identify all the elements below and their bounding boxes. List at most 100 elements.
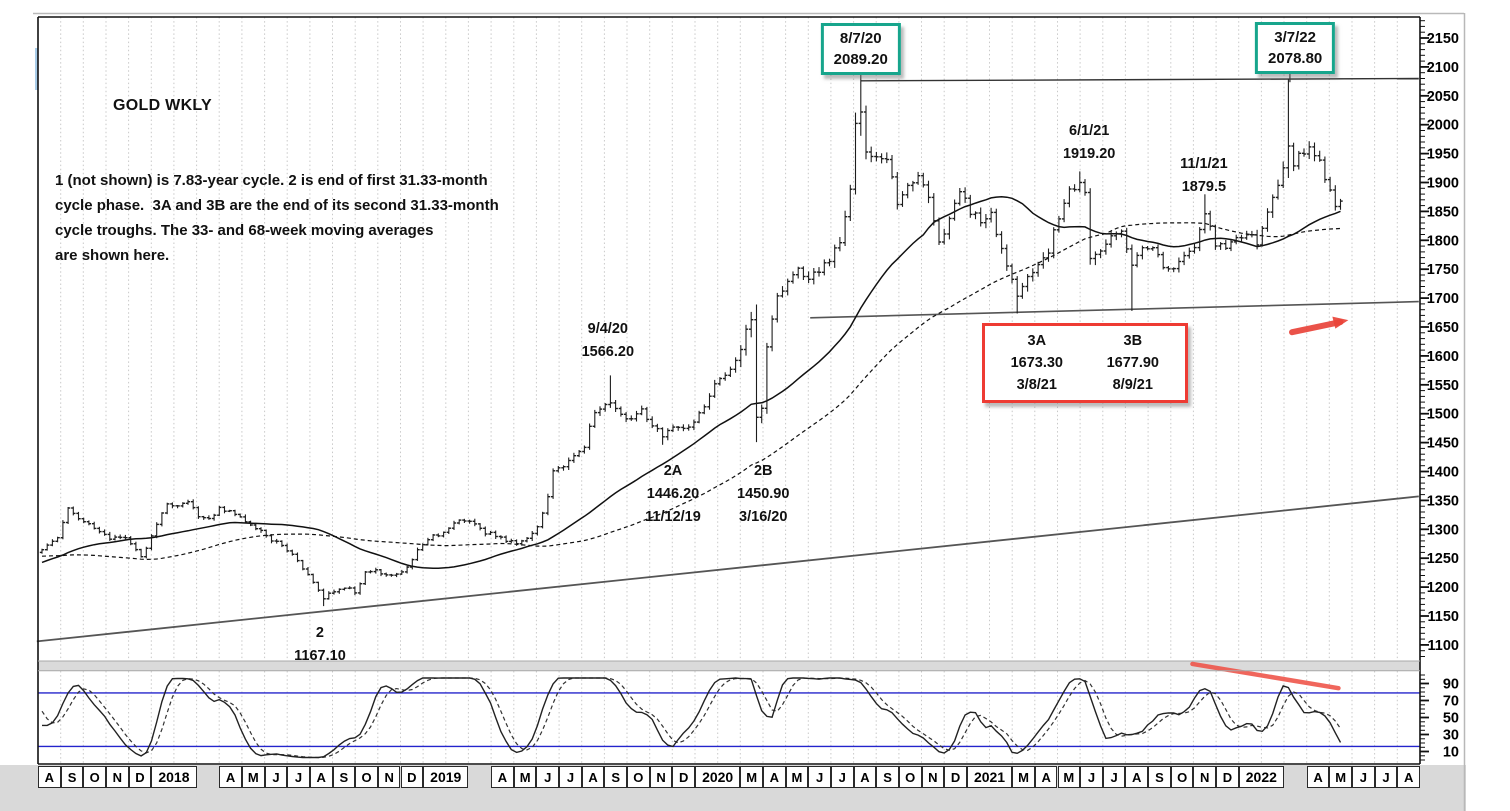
x-axis-month-cell: J xyxy=(808,766,831,788)
svg-text:1250: 1250 xyxy=(1427,551,1459,567)
svg-text:1900: 1900 xyxy=(1427,176,1459,192)
svg-text:1500: 1500 xyxy=(1427,407,1459,423)
x-axis-month-cell: N xyxy=(1193,766,1217,788)
annotation-column: 3A 1673.30 3/8/21 xyxy=(1010,332,1063,393)
stochastic-k-line xyxy=(42,677,1342,759)
svg-text:1350: 1350 xyxy=(1427,493,1459,509)
annotation-label-2a: 2A 1446.20 11/12/19 xyxy=(645,462,701,525)
x-axis-month-cell: O xyxy=(83,766,106,788)
price-axis: 2150 2100 2050 2000 1950 1900 1850 1800 1750 1700… xyxy=(1420,20,1459,657)
x-axis-month-cell: N xyxy=(921,766,945,788)
svg-text:1200: 1200 xyxy=(1427,580,1459,596)
x-axis-month-cell: D xyxy=(1216,766,1239,788)
x-axis-year-cell: 2022 xyxy=(1238,766,1284,788)
x-axis-year-cell: 2021 xyxy=(966,766,1013,788)
svg-text:10: 10 xyxy=(1443,745,1459,761)
ma-33-week-line xyxy=(41,195,1341,569)
x-axis-month-cell: O xyxy=(1170,766,1194,788)
annotation-cycle-3-box: 3A 1673.30 3/8/21 3B 1677.90 8/9/21 xyxy=(981,322,1188,403)
x-axis-month-cell: J xyxy=(264,766,288,788)
month-gridlines xyxy=(60,17,1398,764)
svg-text:30: 30 xyxy=(1443,728,1459,744)
x-axis-month-cell: A xyxy=(219,766,242,788)
x-axis-month-cell: A xyxy=(763,766,786,788)
x-axis-month-cell: A xyxy=(1306,766,1330,788)
double-top-resistance-line xyxy=(860,77,1419,82)
x-axis-month-cell: J xyxy=(830,766,854,788)
x-axis-month-cell: D xyxy=(128,766,152,788)
annotation-high-2020: 8/7/20 2089.20 xyxy=(820,23,901,76)
x-axis-month-cell: J xyxy=(559,766,582,788)
x-axis-month-cell: M xyxy=(785,766,809,788)
chart-title: GOLD WKLY xyxy=(113,97,212,114)
svg-text:1650: 1650 xyxy=(1427,320,1459,336)
x-axis-month-cell: J xyxy=(1352,766,1375,788)
x-axis-month-cell: N xyxy=(106,766,129,788)
cycle-low-support-line xyxy=(810,300,1419,319)
svg-text:2000: 2000 xyxy=(1427,118,1459,134)
price-bars xyxy=(39,73,1343,607)
annotation-column: 3B 1677.90 8/9/21 xyxy=(1106,332,1159,393)
x-axis-month-cell: M xyxy=(740,766,763,788)
x-axis-month-cell: O xyxy=(898,766,922,788)
x-axis-month-cell: D xyxy=(400,766,424,788)
red-trend-arrow xyxy=(1289,316,1349,336)
x-axis-month-cell: S xyxy=(332,766,356,788)
svg-text:1800: 1800 xyxy=(1427,233,1459,249)
svg-text:1550: 1550 xyxy=(1427,378,1459,394)
x-axis-month-cell: S xyxy=(60,766,84,788)
chart-description: 1 (not shown) is 7.83-year cycle. 2 is e… xyxy=(55,172,499,264)
x-axis-month-cell: D xyxy=(672,766,695,788)
svg-text:2100: 2100 xyxy=(1427,60,1459,76)
svg-text:2150: 2150 xyxy=(1427,31,1459,47)
x-axis: A S O N D 2018 A M J J A S O N D 2019 A M J J A S O N D 2020 M A M J J… xyxy=(0,766,1467,789)
x-axis-month-cell: M xyxy=(1329,766,1352,788)
svg-text:1400: 1400 xyxy=(1427,465,1459,481)
x-axis-year-cell: 2018 xyxy=(151,766,197,788)
x-axis-month-cell: A xyxy=(38,766,61,788)
x-axis-month-cell: D xyxy=(944,766,967,788)
svg-text:70: 70 xyxy=(1443,694,1459,710)
svg-text:1700: 1700 xyxy=(1427,291,1459,307)
red-oscillator-trendline xyxy=(1190,661,1341,691)
x-axis-month-cell: O xyxy=(355,766,378,788)
x-axis-month-cell: M xyxy=(1012,766,1035,788)
x-axis-month-cell: A xyxy=(853,766,877,788)
x-axis-month-cell: A xyxy=(1397,766,1420,788)
svg-text:2050: 2050 xyxy=(1427,89,1459,105)
x-axis-month-cell: J xyxy=(536,766,560,788)
svg-text:1150: 1150 xyxy=(1428,609,1459,625)
x-axis-month-cell: S xyxy=(1148,766,1171,788)
x-axis-month-cell: M xyxy=(241,766,265,788)
long-term-uptrend-line xyxy=(36,495,1419,643)
x-axis-month-cell: J xyxy=(1374,766,1398,788)
x-axis-year-cell: 2019 xyxy=(423,766,469,788)
x-axis-month-cell: J xyxy=(287,766,310,788)
x-axis-month-cell: O xyxy=(627,766,650,788)
svg-text:1950: 1950 xyxy=(1427,147,1459,163)
x-axis-month-cell: S xyxy=(604,766,628,788)
annotation-label-2b: 2B 1450.90 3/16/20 xyxy=(737,462,790,525)
annotation-label-2: 2 1167.10 xyxy=(294,624,346,664)
svg-text:1300: 1300 xyxy=(1427,522,1459,538)
annotation-label-11-1-21: 11/1/21 1879.5 xyxy=(1180,156,1228,196)
x-axis-month-cell: M xyxy=(513,766,537,788)
svg-text:1450: 1450 xyxy=(1427,436,1459,452)
x-axis-month-cell: A xyxy=(581,766,605,788)
annotation-label-6-1-21: 6/1/21 1919.20 xyxy=(1062,123,1116,163)
svg-text:90: 90 xyxy=(1443,677,1459,693)
svg-text:1750: 1750 xyxy=(1427,262,1459,278)
svg-text:1850: 1850 xyxy=(1427,204,1459,220)
x-axis-month-cell: A xyxy=(491,766,514,788)
x-axis-month-cell: J xyxy=(1080,766,1103,788)
annotation-high-2022: 3/7/22 2078.80 xyxy=(1255,22,1336,75)
x-axis-month-cell: A xyxy=(1034,766,1058,788)
ma-68-week-line xyxy=(41,222,1341,561)
x-axis-month-cell: N xyxy=(649,766,673,788)
svg-text:1600: 1600 xyxy=(1427,349,1459,365)
svg-text:1100: 1100 xyxy=(1428,638,1459,654)
x-axis-month-cell: A xyxy=(1125,766,1149,788)
